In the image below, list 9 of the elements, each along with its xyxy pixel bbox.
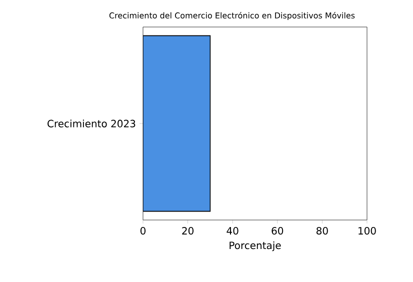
- x-tick-label: 20: [182, 227, 194, 235]
- chart-title: Crecimiento del Comercio Electrónico en Dispositivos Móviles: [109, 12, 355, 20]
- x-tick-label: 60: [272, 227, 284, 235]
- x-tick-label: 0: [140, 227, 146, 235]
- y-tick-label: Crecimiento 2023: [48, 120, 136, 128]
- x-axis-title: Porcentaje: [230, 241, 281, 252]
- x-tick-label: 100: [358, 227, 376, 235]
- x-tick-label: 40: [226, 227, 238, 235]
- x-tick-label: 80: [316, 227, 328, 235]
